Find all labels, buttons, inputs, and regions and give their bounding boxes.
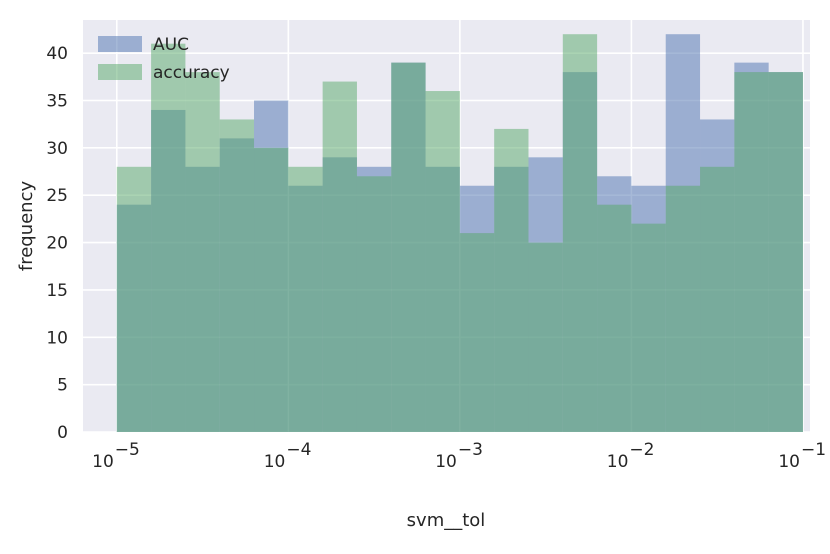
y-tick-label: 15 [46, 281, 68, 301]
legend-swatch-auc [98, 36, 142, 52]
bar-accuracy-5 [288, 166, 323, 432]
bar-accuracy-15 [631, 223, 666, 432]
legend-label-auc: AUC [153, 35, 189, 55]
bar-accuracy-8 [391, 62, 426, 432]
bar-accuracy-9 [425, 91, 460, 432]
x-tick-label: 10−2 [607, 440, 655, 472]
y-tick-labels: 0 5 10 15 20 25 30 35 40 [46, 44, 68, 443]
bar-accuracy-12 [528, 242, 563, 432]
bar-accuracy-14 [597, 204, 632, 432]
bar-accuracy-1 [151, 43, 186, 432]
bar-accuracy-3 [219, 119, 255, 432]
x-tick-exponent: −4 [286, 440, 311, 460]
bar-accuracy-10 [459, 233, 495, 432]
x-tick-base: 10 [607, 452, 629, 472]
bar-accuracy-4 [254, 147, 289, 433]
x-tick-base: 10 [264, 452, 286, 472]
x-tick-label: 10−5 [92, 440, 140, 472]
x-tick-base: 10 [92, 452, 114, 472]
bar-accuracy-2 [185, 72, 220, 433]
x-tick-labels: 10−510−410−310−210−1 [92, 440, 826, 472]
bar-accuracy-7 [356, 176, 392, 432]
y-tick-label: 5 [57, 376, 68, 396]
x-axis-label: svm__tol [407, 510, 486, 531]
x-tick-exponent: −3 [458, 440, 483, 460]
x-tick-exponent: −5 [115, 440, 140, 460]
bar-accuracy-17 [700, 166, 735, 432]
bar-accuracy-0 [116, 166, 152, 432]
bar-accuracy-11 [494, 128, 529, 432]
y-tick-label: 30 [46, 139, 68, 159]
x-tick-label: 10−4 [264, 440, 312, 472]
y-axis-label: frequency [16, 181, 37, 272]
x-tick-exponent: −1 [801, 440, 826, 460]
x-tick-base: 10 [778, 452, 800, 472]
bar-accuracy-13 [562, 34, 598, 432]
bar-accuracy-18 [734, 72, 769, 433]
legend: AUC accuracy [98, 35, 230, 83]
legend-label-accuracy: accuracy [153, 63, 230, 83]
y-tick-label: 20 [46, 234, 68, 254]
bar-accuracy-6 [322, 81, 357, 432]
y-tick-label: 10 [46, 328, 68, 348]
y-tick-label: 40 [46, 44, 68, 64]
y-tick-label: 35 [46, 92, 68, 112]
bar-accuracy-16 [665, 185, 701, 432]
y-tick-label: 25 [46, 186, 68, 206]
y-tick-label: 0 [57, 423, 68, 443]
x-tick-label: 10−3 [435, 440, 483, 472]
x-tick-label: 10−1 [778, 440, 826, 472]
legend-swatch-accuracy [98, 64, 142, 80]
bar-accuracy-19 [768, 72, 803, 433]
x-tick-exponent: −2 [629, 440, 654, 460]
bars [116, 34, 803, 433]
x-tick-base: 10 [435, 452, 457, 472]
